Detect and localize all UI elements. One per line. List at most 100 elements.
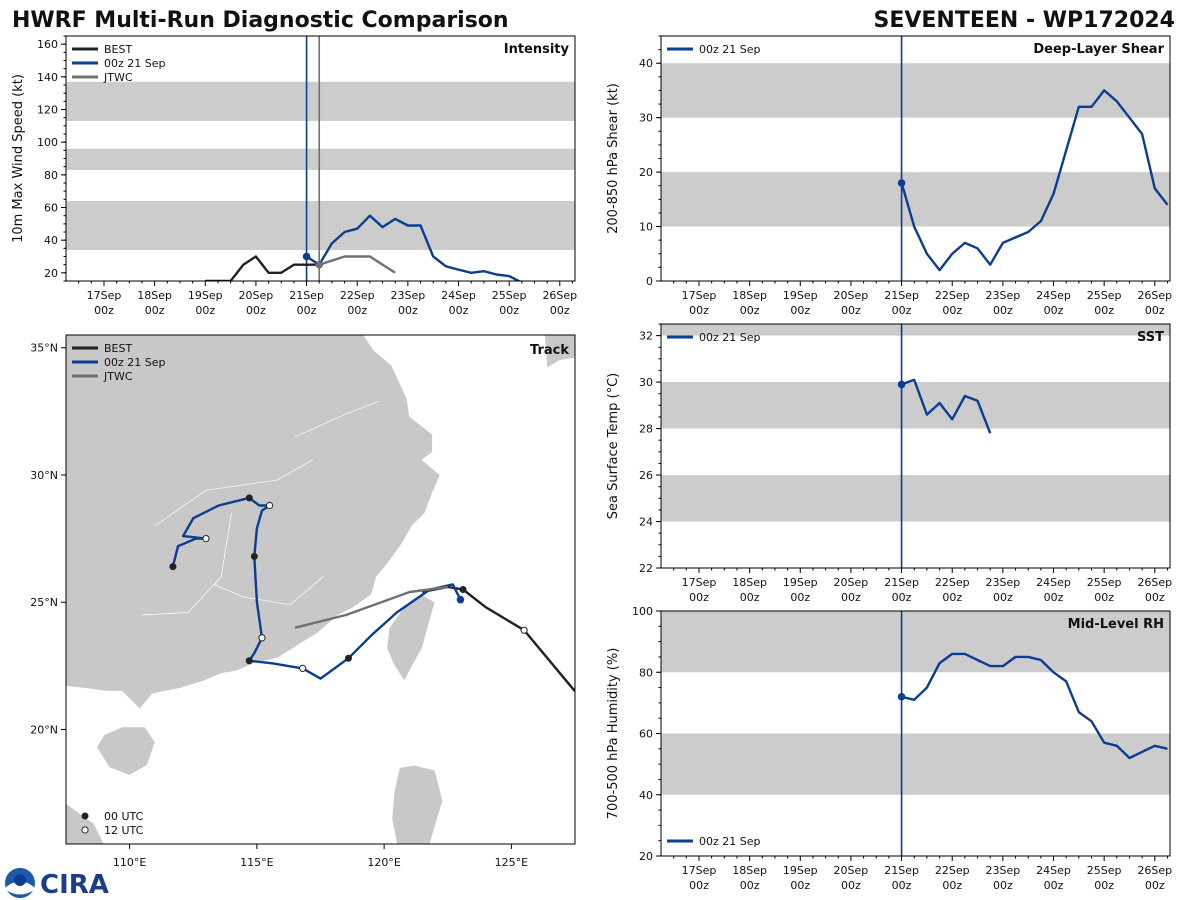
x-tick-label-date: 19Sep <box>188 289 223 302</box>
x-tick-label-hour: 00z <box>740 304 760 317</box>
legend-label: 00z 21 Sep <box>104 57 166 70</box>
x-tick-label-date: 18Sep <box>732 289 767 302</box>
track-init-marker <box>456 595 465 604</box>
y-axis-label: 700-500 hPa Humidity (%) <box>606 648 621 820</box>
x-tick-label-date: 19Sep <box>783 864 818 877</box>
x-tick-label-hour: 00z <box>892 304 912 317</box>
x-tick-label: 125°E <box>495 856 528 869</box>
jtwc-init-point <box>315 260 324 269</box>
x-tick-label-date: 22Sep <box>935 864 970 877</box>
legend-label: 00z 21 Sep <box>104 356 166 369</box>
track-00utc-marker <box>459 586 467 593</box>
x-tick-label-date: 26Sep <box>1137 289 1172 302</box>
track-12utc-marker <box>266 501 274 510</box>
track-line-run <box>171 496 462 680</box>
x-tick-label-hour: 00z <box>689 591 709 604</box>
x-tick-label-date: 19Sep <box>783 289 818 302</box>
marker-legend-label: 12 UTC <box>104 824 144 837</box>
x-tick-label-date: 26Sep <box>1137 864 1172 877</box>
legend-label: 00z 21 Sep <box>699 835 761 848</box>
track-12utc-marker <box>299 664 307 672</box>
x-tick-label-date: 25Sep <box>1087 576 1122 589</box>
x-tick-label-hour: 00z <box>942 591 962 604</box>
y-tick-label: 40 <box>44 234 58 247</box>
x-tick-label-hour: 00z <box>993 304 1013 317</box>
x-tick-label-hour: 00z <box>550 304 570 317</box>
x-tick-label-date: 20Sep <box>834 576 869 589</box>
x-tick-label-date: 17Sep <box>682 289 717 302</box>
x-tick-label-hour: 00z <box>1145 591 1165 604</box>
x-tick-label-date: 22Sep <box>935 576 970 589</box>
logo-text: CIRA <box>40 870 109 900</box>
x-tick-label-hour: 00z <box>1094 879 1114 892</box>
x-tick-label-date: 23Sep <box>985 289 1020 302</box>
y-tick-label: 60 <box>44 202 58 215</box>
threshold-band <box>66 81 575 121</box>
y-tick-label: 60 <box>639 728 653 741</box>
x-tick-label-hour: 00z <box>246 304 266 317</box>
y-axis-label: 10m Max Wind Speed (kt) <box>11 74 26 243</box>
province-border <box>154 459 314 527</box>
panel-sst: 22 24 26 28 30 32 17Sep 00z 18Sep 00z 19Sep 00z 20Se… <box>606 323 1172 604</box>
y-tick-label: 28 <box>639 423 653 436</box>
x-tick-label-date: 26Sep <box>1137 576 1172 589</box>
track-12utc-marker <box>258 634 266 642</box>
panel-rh: 20 40 60 80 100 17Sep 00z 18Sep 00z 19Sep 00z 20Sep… <box>606 605 1172 892</box>
x-tick-label-date: 23Sep <box>985 576 1020 589</box>
x-tick-label-date: 18Sep <box>732 864 767 877</box>
x-tick-label: 120°E <box>367 856 400 869</box>
x-tick-label-date: 18Sep <box>137 289 172 302</box>
province-border <box>294 400 380 438</box>
x-tick-label-hour: 00z <box>790 304 810 317</box>
x-tick-label-hour: 00z <box>1094 591 1114 604</box>
x-tick-label-date: 21Sep <box>884 864 919 877</box>
track-12utc-marker <box>202 535 210 543</box>
legend-label: JTWC <box>103 71 133 84</box>
x-tick-label-date: 25Sep <box>1087 289 1122 302</box>
series-line-jtwc <box>318 255 396 274</box>
korea-land <box>544 335 575 369</box>
hainan-land <box>96 726 156 776</box>
x-tick-label-hour: 00z <box>790 879 810 892</box>
track-00utc-marker <box>245 494 253 502</box>
panels: 2040608010012014016017Sep00z18Sep00z19Se… <box>11 35 1172 892</box>
threshold-band <box>66 148 575 170</box>
y-tick-label: 20 <box>44 267 58 280</box>
x-tick-label-date: 19Sep <box>783 576 818 589</box>
x-tick-label-hour: 00z <box>195 304 215 317</box>
threshold-band <box>661 63 1170 118</box>
x-tick-label-hour: 00z <box>449 304 469 317</box>
x-tick-label-hour: 00z <box>841 304 861 317</box>
x-tick-label-hour: 00z <box>1044 879 1064 892</box>
x-tick-label-date: 20Sep <box>834 864 869 877</box>
legend-label: 00z 21 Sep <box>699 43 761 56</box>
legend-00utc-marker <box>81 812 89 820</box>
province-border <box>213 576 324 606</box>
x-tick-label-hour: 00z <box>1145 304 1165 317</box>
threshold-band <box>661 733 1170 795</box>
luzon-land <box>391 764 444 844</box>
marker-legend-label: 00 UTC <box>104 810 144 823</box>
y-tick-label: 100 <box>632 605 653 618</box>
x-tick-label-hour: 00z <box>892 879 912 892</box>
x-tick-label: 110°E <box>113 856 146 869</box>
x-tick-label-date: 26Sep <box>542 289 577 302</box>
track-00utc-marker <box>169 563 177 571</box>
panel-shear: 0 10 20 30 40 17Sep 00z 18Sep 00z 19Sep 00z 20Sep 00… <box>606 35 1172 317</box>
plot-frame <box>65 334 576 845</box>
main-title: HWRF Multi-Run Diagnostic Comparison <box>12 8 509 33</box>
y-tick-label: 160 <box>37 38 58 51</box>
x-tick-label-date: 24Sep <box>1036 289 1071 302</box>
x-tick-label-hour: 00z <box>942 304 962 317</box>
x-tick-label-hour: 00z <box>892 591 912 604</box>
threshold-band <box>661 172 1170 227</box>
x-tick-label-hour: 00z <box>145 304 165 317</box>
x-tick-label-date: 17Sep <box>87 289 122 302</box>
init-point <box>897 380 906 389</box>
x-tick-label-date: 20Sep <box>239 289 274 302</box>
y-tick-label: 40 <box>639 57 653 70</box>
series-line-run <box>305 214 522 281</box>
x-tick-label-hour: 00z <box>841 879 861 892</box>
y-axis-label: 200-850 hPa Shear (kt) <box>606 83 621 234</box>
threshold-band <box>66 200 575 250</box>
